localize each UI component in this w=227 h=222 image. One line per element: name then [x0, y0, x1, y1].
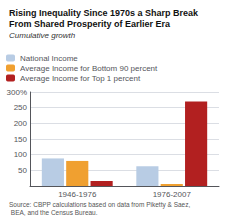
svg-text:150: 150 — [14, 135, 28, 144]
svg-text:Rising Inequality Since 1970s: Rising Inequality Since 1970s a Sharp Br… — [9, 8, 199, 18]
svg-text:50: 50 — [18, 166, 27, 175]
svg-text:100: 100 — [14, 150, 28, 159]
svg-text:200: 200 — [14, 119, 28, 128]
svg-text:Cumulative growth: Cumulative growth — [9, 31, 76, 40]
svg-text:300%: 300% — [7, 88, 27, 97]
svg-text:250: 250 — [14, 103, 28, 112]
svg-text:1946-1976: 1946-1976 — [58, 190, 97, 199]
svg-text:Average Income for Bottom 90 p: Average Income for Bottom 90 percent — [20, 64, 158, 73]
svg-text:Average Income for Top 1 perce: Average Income for Top 1 percent — [20, 74, 141, 83]
svg-text:1976-2007: 1976-2007 — [153, 190, 192, 199]
svg-text:BEA, and the Census Bureau.: BEA, and the Census Bureau. — [9, 209, 98, 216]
svg-text:Source: CBPP calculations base: Source: CBPP calculations based on data … — [9, 201, 190, 209]
svg-text:National Income: National Income — [20, 54, 78, 63]
svg-text:From Shared Prosperity of Earl: From Shared Prosperity of Earlier Era — [9, 19, 171, 29]
